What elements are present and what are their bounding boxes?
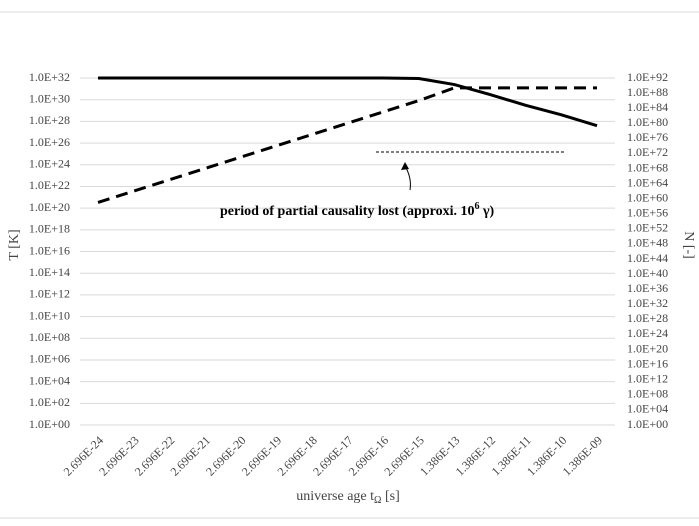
y-tick-label: 1.0E+30 <box>29 91 70 105</box>
y2-tick-label: 1.0E+56 <box>627 206 668 220</box>
y2-tick-label: 1.0E+76 <box>627 130 668 144</box>
y2-tick-label: 1.0E+12 <box>627 371 668 385</box>
y-tick-label: 1.0E+08 <box>29 330 70 344</box>
x-axis-title: universe age tΩ [s] <box>296 489 399 506</box>
y-tick-label: 1.0E+10 <box>29 308 70 322</box>
y2-tick-label: 1.0E+04 <box>627 402 668 416</box>
y2-tick-label: 1.0E+64 <box>627 175 668 189</box>
annotation-sup: 6 <box>474 201 479 212</box>
y-tick-label: 1.0E+20 <box>29 200 70 214</box>
y-tick-label: 1.0E+00 <box>29 417 70 431</box>
series-line <box>98 76 598 128</box>
y-tick-label: 1.0E+06 <box>29 352 70 366</box>
y2-tick-label: 1.0E+32 <box>627 296 668 310</box>
x-title-text: universe age t <box>296 489 374 504</box>
y-tick-label: 1.0E+16 <box>29 243 70 257</box>
y2-tick-label: 1.0E+68 <box>627 160 668 174</box>
y2-tick-label: 1.0E+88 <box>627 85 668 99</box>
y2-tick-label: 1.0E+08 <box>627 387 668 401</box>
y2-tick-label: 1.0E+60 <box>627 190 668 204</box>
annotation-text-end: γ) <box>479 204 494 219</box>
annotation: period of partial causality lost (approx… <box>220 201 495 219</box>
y2-tick-label: 1.0E+16 <box>627 356 668 370</box>
y-axis-title: T [K] <box>7 229 22 260</box>
y-tick-label: 1.0E+26 <box>29 135 70 149</box>
y-tick-label: 1.0E+04 <box>29 373 70 387</box>
y-tick-label: 1.0E+28 <box>29 113 70 127</box>
y2-tick-label: 1.0E+24 <box>627 326 668 340</box>
y-tick-label: 1.0E+12 <box>29 287 70 301</box>
y-tick-label: 1.0E+14 <box>29 265 70 279</box>
y2-tick-label: 1.0E+84 <box>627 100 668 114</box>
y-tick-label: 1.0E+24 <box>29 157 70 171</box>
y2-tick-label: 1.0E+36 <box>627 281 668 295</box>
y2-tick-label: 1.0E+48 <box>627 236 668 250</box>
y2-tick-label: 1.0E+92 <box>627 70 668 84</box>
arrow-head <box>401 162 409 170</box>
y2-tick-label: 1.0E+44 <box>627 251 668 265</box>
y-tick-label: 1.0E+18 <box>29 222 70 236</box>
x-title-end: [s] <box>381 489 399 504</box>
y2-tick-label: 1.0E+40 <box>627 266 668 280</box>
y2-tick-label: 1.0E+52 <box>627 221 668 235</box>
series-line <box>97 86 597 204</box>
y2-axis-title: N [-] <box>681 231 696 259</box>
y2-tick-label: 1.0E+72 <box>627 145 668 159</box>
y2-tick-label: 1.0E+00 <box>627 417 668 431</box>
annotation-text: period of partial causality lost (approx… <box>220 204 474 219</box>
y2-tick-label: 1.0E+80 <box>627 115 668 129</box>
y-tick-label: 1.0E+02 <box>29 395 70 409</box>
y-tick-label: 1.0E+22 <box>29 178 70 192</box>
y2-tick-label: 1.0E+20 <box>627 341 668 355</box>
x-tick-label: 1.386E-09 <box>560 433 605 478</box>
x-title-sub: Ω <box>374 495 381 506</box>
y-tick-label: 1.0E+32 <box>29 70 70 84</box>
y2-tick-label: 1.0E+28 <box>627 311 668 325</box>
